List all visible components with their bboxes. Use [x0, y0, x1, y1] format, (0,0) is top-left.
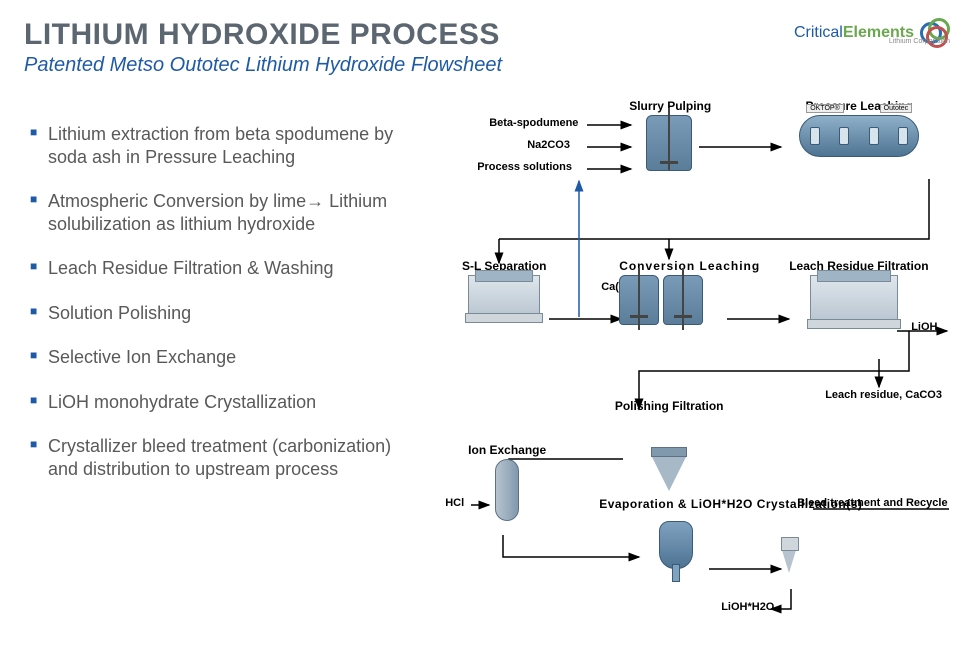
node-label: Conversion Leaching: [619, 259, 739, 273]
tank-icon: [663, 275, 703, 325]
bullet-item: Crystallizer bleed treatment (carbonizat…: [30, 435, 409, 480]
logo-text-main: Critical: [794, 24, 843, 41]
input-na2co3: Na2CO3: [527, 139, 570, 151]
horizontal-vessel-icon: OKTOP® Outotec: [799, 115, 919, 157]
cyclone-icon: [781, 547, 797, 573]
node-label: Evaporation & LiOH*H2O Crystallization(s…: [599, 497, 939, 511]
node-label: Pressure Leaching: [779, 99, 939, 113]
bullet-item: Leach Residue Filtration & Washing: [30, 257, 409, 280]
node-cyclone: [781, 547, 797, 578]
logo-subtext: Lithium Corporation: [889, 38, 950, 45]
vessel-tag: Outotec: [880, 104, 913, 113]
tank-icon: [646, 115, 692, 171]
node-leach-residue-filtration: Leach Residue Filtration: [789, 259, 919, 330]
node-slurry-pulping: Slurry Pulping: [629, 99, 709, 176]
node-label: Polishing Filtration: [609, 399, 729, 413]
node-conversion-leaching: Conversion Leaching: [619, 259, 739, 325]
filter-icon: [810, 275, 898, 325]
column-icon: [495, 459, 519, 521]
crystallizer-icon: [659, 521, 693, 569]
bullet-item: LiOH monohydrate Crystallization: [30, 391, 409, 414]
bullet-item: Selective Ion Exchange: [30, 346, 409, 369]
node-label: Ion Exchange: [467, 443, 547, 457]
tank-icon: [619, 275, 659, 325]
bullet-item: Solution Polishing: [30, 302, 409, 325]
input-beta-spodumene: Beta-spodumene: [489, 117, 578, 129]
node-polishing-filtration: Polishing Filtration: [609, 399, 729, 456]
filter-icon: [468, 275, 540, 319]
bullet-item: Atmospheric Conversion by lime→ Lithium …: [30, 190, 409, 235]
cone-filter-icon: [651, 455, 687, 491]
output-liohh2o: LiOH*H2O: [721, 601, 774, 613]
node-sl-separation: S-L Separation: [449, 259, 559, 324]
input-hcl: HCl: [445, 497, 464, 509]
logo: CriticalElements Lithium Corporation: [794, 18, 950, 48]
node-ion-exchange: Ion Exchange: [467, 443, 547, 526]
bullet-list: Lithium extraction from beta spodumene b…: [30, 99, 409, 629]
content-area: Lithium extraction from beta spodumene b…: [0, 81, 978, 629]
page-subtitle: Patented Metso Outotec Lithium Hydroxide…: [24, 54, 954, 77]
vessel-tag: OKTOP®: [806, 104, 844, 113]
output-residue: Leach residue, CaCO3: [825, 389, 942, 401]
node-pressure-leaching: Pressure Leaching OKTOP® Outotec: [779, 99, 939, 157]
process-diagram: Beta-spodumene Na2CO3 Process solutions …: [409, 99, 968, 629]
node-evaporation-crystallization: Evaporation & LiOH*H2O Crystallization(s…: [599, 497, 939, 574]
input-process-solutions: Process solutions: [477, 161, 572, 173]
bullet-item: Lithium extraction from beta spodumene b…: [30, 123, 409, 168]
